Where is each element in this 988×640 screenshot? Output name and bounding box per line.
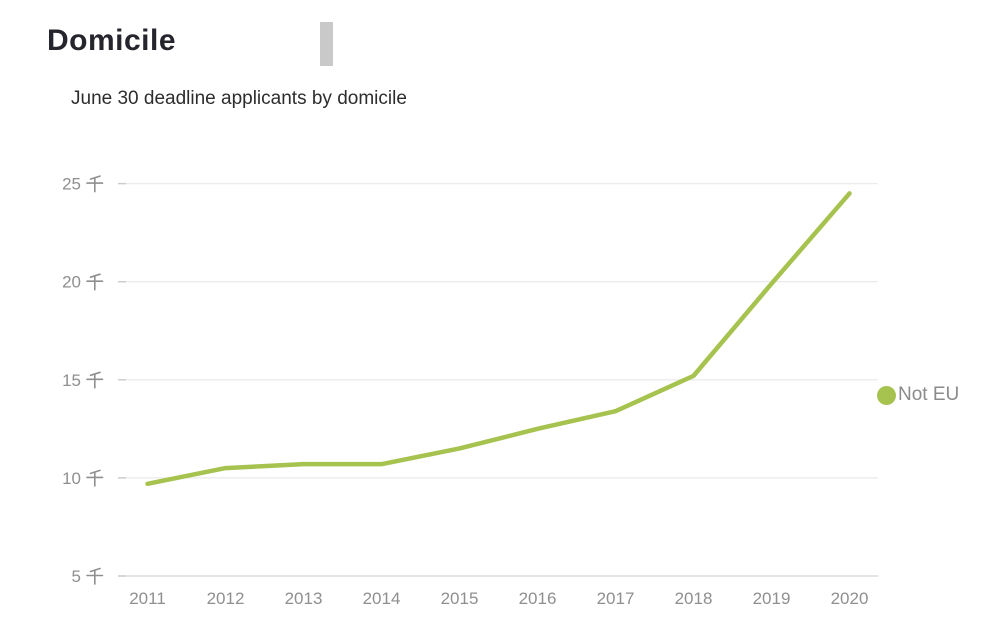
chart-subtitle: June 30 deadline applicants by domicile — [71, 88, 407, 109]
x-axis-label: 2016 — [519, 589, 557, 608]
page-title: Domicile — [47, 24, 177, 57]
y-axis-label: 15 — [62, 371, 81, 390]
x-axis-label: 2019 — [753, 589, 791, 608]
series-line-not-eu — [145, 191, 852, 487]
x-axis-label: 2018 — [675, 589, 713, 608]
gray-indicator-bar — [320, 22, 333, 66]
x-axis-label: 2011 — [129, 589, 166, 608]
y-axis-label: 5 — [72, 567, 81, 586]
x-axis-label: 2020 — [831, 589, 869, 608]
x-axis-label: 2015 — [441, 589, 479, 608]
x-axis-label: 2017 — [597, 589, 635, 608]
x-axis-label: 2013 — [285, 589, 323, 608]
x-axis-label: 2014 — [363, 589, 401, 608]
y-axis-label: 20 — [62, 273, 81, 292]
legend-item-not-eu[interactable]: Not EU — [877, 384, 959, 406]
y-axis-label: 25 — [62, 175, 81, 194]
legend-marker-icon — [877, 385, 896, 405]
legend-label: Not EU — [898, 384, 960, 405]
x-axis-label: 2012 — [207, 589, 245, 608]
y-axis-label: 10 — [62, 469, 81, 488]
